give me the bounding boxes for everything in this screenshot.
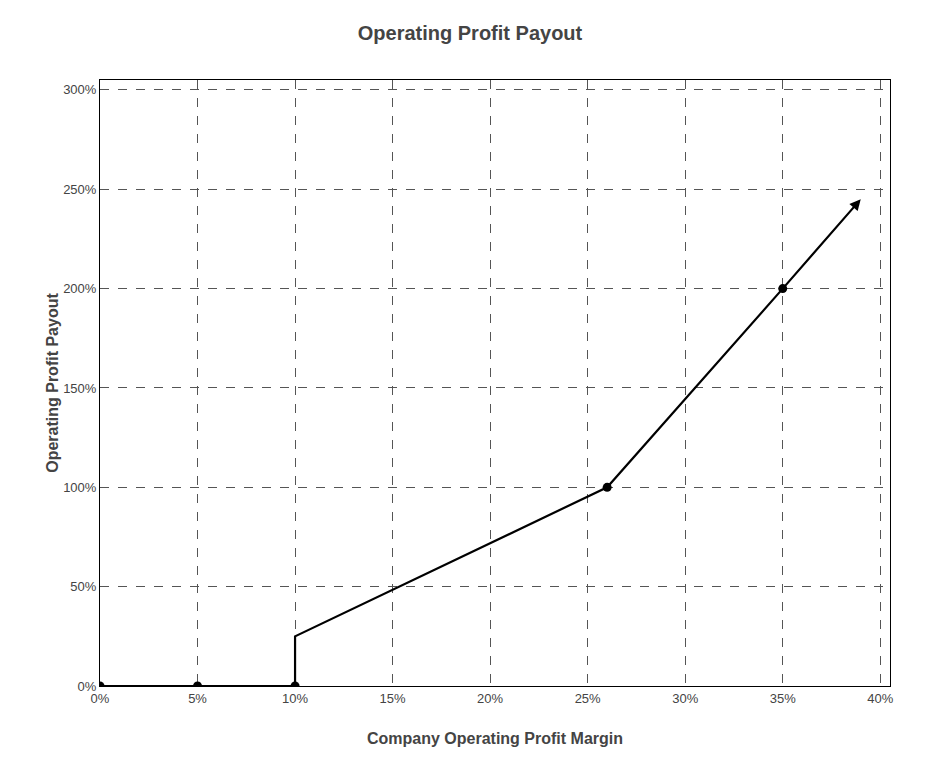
svg-text:300%: 300% (63, 82, 97, 97)
svg-text:30%: 30% (672, 691, 698, 706)
svg-text:250%: 250% (63, 182, 97, 197)
svg-text:20%: 20% (477, 691, 503, 706)
svg-text:150%: 150% (63, 381, 97, 396)
svg-text:Company Operating Profit Margi: Company Operating Profit Margin (367, 730, 623, 747)
svg-text:10%: 10% (282, 691, 308, 706)
svg-text:25%: 25% (575, 691, 601, 706)
svg-text:40%: 40% (867, 691, 893, 706)
svg-text:35%: 35% (770, 691, 796, 706)
svg-text:50%: 50% (70, 579, 96, 594)
svg-text:5%: 5% (188, 691, 207, 706)
svg-text:100%: 100% (63, 480, 97, 495)
svg-text:200%: 200% (63, 281, 97, 296)
svg-text:Operating Profit Payout: Operating Profit Payout (358, 22, 583, 44)
svg-text:Operating Profit Payout: Operating Profit Payout (44, 293, 61, 473)
svg-text:0%: 0% (91, 691, 110, 706)
svg-text:0%: 0% (78, 679, 97, 694)
svg-text:15%: 15% (380, 691, 406, 706)
